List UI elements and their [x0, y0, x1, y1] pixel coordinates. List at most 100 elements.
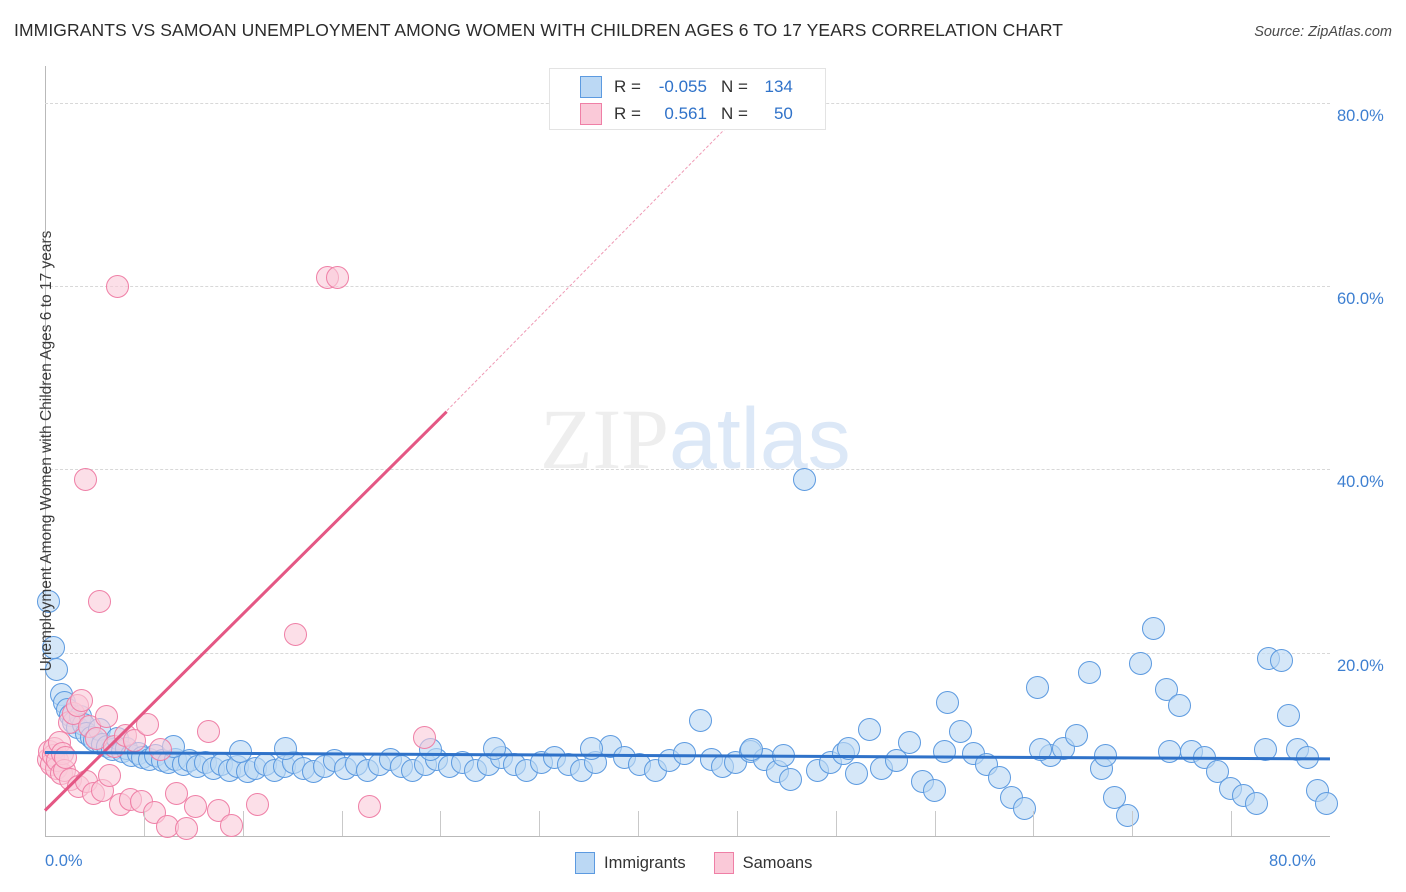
r-value-samoans: 0.561: [664, 103, 707, 123]
data-point-blue: [897, 731, 921, 754]
data-point-blue: [1013, 797, 1037, 820]
data-point-pink: [94, 705, 118, 729]
plot-area: ZIPatlas: [36, 66, 1339, 841]
data-point-blue: [1103, 786, 1127, 809]
series-label-samoans: Samoans: [742, 853, 813, 872]
n-label-samoans: N =: [720, 103, 748, 123]
series-legend-item-immigrants[interactable]: Immigrants: [575, 852, 686, 874]
x-tick-4: [440, 811, 442, 836]
x-axis-min-label: 0.0%: [45, 852, 83, 870]
x-tick-7: [736, 811, 738, 836]
n-value-samoans: 50: [773, 103, 793, 123]
data-point-blue: [936, 690, 960, 714]
data-point-blue: [1064, 723, 1088, 747]
data-point-blue: [36, 589, 60, 613]
x-tick-6: [638, 811, 640, 836]
x-tick-10: [1033, 811, 1035, 836]
page-title: IMMIGRANTS VS SAMOAN UNEMPLOYMENT AMONG …: [14, 20, 1064, 40]
data-point-pink: [412, 725, 436, 749]
data-point-blue: [1315, 791, 1339, 815]
data-point-pink: [88, 589, 112, 613]
data-point-blue: [1093, 743, 1117, 767]
data-point-blue: [1167, 694, 1191, 718]
y-tick-label-20: 20.0%: [1337, 656, 1384, 675]
x-axis-line: [45, 836, 1330, 837]
data-point-blue: [1116, 804, 1140, 828]
data-point-blue: [1270, 648, 1294, 672]
data-point-blue: [672, 742, 696, 765]
n-label-immigrants: N =: [720, 76, 748, 96]
x-tick-9: [934, 811, 936, 836]
data-point-pink: [149, 738, 173, 762]
data-point-blue: [579, 736, 603, 760]
data-point-pink: [284, 622, 308, 646]
gridline-40: [45, 469, 1330, 471]
data-point-blue: [1206, 760, 1230, 784]
data-point-blue: [1276, 703, 1300, 727]
data-point-blue: [688, 709, 712, 732]
data-point-blue: [1296, 745, 1319, 769]
watermark-zip: ZIP: [540, 391, 669, 487]
series-legend-item-samoans[interactable]: Samoans: [713, 852, 813, 874]
data-point-pink: [70, 688, 94, 712]
data-point-blue: [884, 749, 908, 773]
data-point-blue: [1254, 738, 1278, 762]
x-tick-3: [341, 811, 343, 836]
data-point-pink: [105, 274, 129, 298]
data-point-blue: [483, 736, 507, 760]
data-point-blue: [923, 778, 947, 802]
y-tick-label-40: 40.0%: [1337, 473, 1384, 492]
y-axis-title: Unemployment Among Women with Children A…: [38, 230, 55, 672]
data-point-pink: [219, 813, 243, 837]
data-point-blue: [740, 738, 764, 762]
data-point-blue: [274, 736, 298, 760]
data-point-blue: [772, 743, 796, 767]
source-label: Source: ZipAtlas.com: [1254, 24, 1392, 40]
x-tick-1: [143, 811, 145, 836]
n-value-immigrants: 134: [764, 76, 793, 96]
data-point-blue: [857, 718, 881, 742]
correlation-row-immigrants: R = -0.055 N = 134: [550, 73, 825, 100]
data-point-blue: [987, 765, 1011, 789]
series-legend: Immigrants Samoans: [575, 851, 840, 875]
data-point-blue: [1128, 652, 1152, 676]
series-label-immigrants: Immigrants: [604, 853, 686, 872]
data-point-blue: [778, 767, 802, 791]
x-tick-5: [539, 811, 541, 836]
correlation-legend: R = -0.055 N = 134 R = 0.561 N = 50: [549, 68, 826, 130]
legend-swatch-immigrants: [580, 75, 602, 98]
data-point-pink: [184, 795, 208, 819]
x-axis-max-label: 80.0%: [1269, 852, 1316, 870]
x-tick-11: [1132, 811, 1134, 836]
gridline-60: [45, 286, 1330, 287]
r-value-immigrants: -0.055: [658, 76, 707, 96]
data-point-blue: [1244, 791, 1268, 815]
data-point-pink: [174, 817, 198, 841]
data-point-blue: [1141, 617, 1165, 641]
y-tick-label-60: 60.0%: [1337, 290, 1384, 308]
trendline-samoans-extension: [446, 84, 769, 411]
data-point-blue: [844, 762, 868, 786]
data-point-blue: [229, 740, 253, 764]
series-swatch-samoans: [713, 852, 734, 874]
r-label-samoans: R =: [614, 103, 641, 123]
data-point-blue: [793, 467, 817, 491]
legend-swatch-samoans: [580, 102, 602, 125]
data-point-pink: [136, 712, 160, 736]
data-point-blue: [44, 657, 68, 681]
x-tick-2: [242, 811, 244, 836]
data-point-blue: [836, 736, 860, 760]
correlation-row-samoans: R = 0.561 N = 50: [550, 100, 825, 127]
data-point-pink: [357, 795, 381, 819]
x-tick-8: [835, 811, 837, 836]
gridline-20: [45, 652, 1330, 654]
data-point-pink: [73, 467, 97, 491]
y-tick-label-80: 80.0%: [1337, 106, 1384, 125]
data-point-pink: [97, 764, 121, 787]
watermark-atlas: atlas: [669, 391, 851, 487]
data-point-pink: [123, 729, 147, 753]
data-point-pink: [245, 793, 269, 817]
x-tick-12: [1231, 811, 1233, 836]
data-point-blue: [1077, 661, 1101, 685]
data-point-blue: [1157, 740, 1181, 764]
